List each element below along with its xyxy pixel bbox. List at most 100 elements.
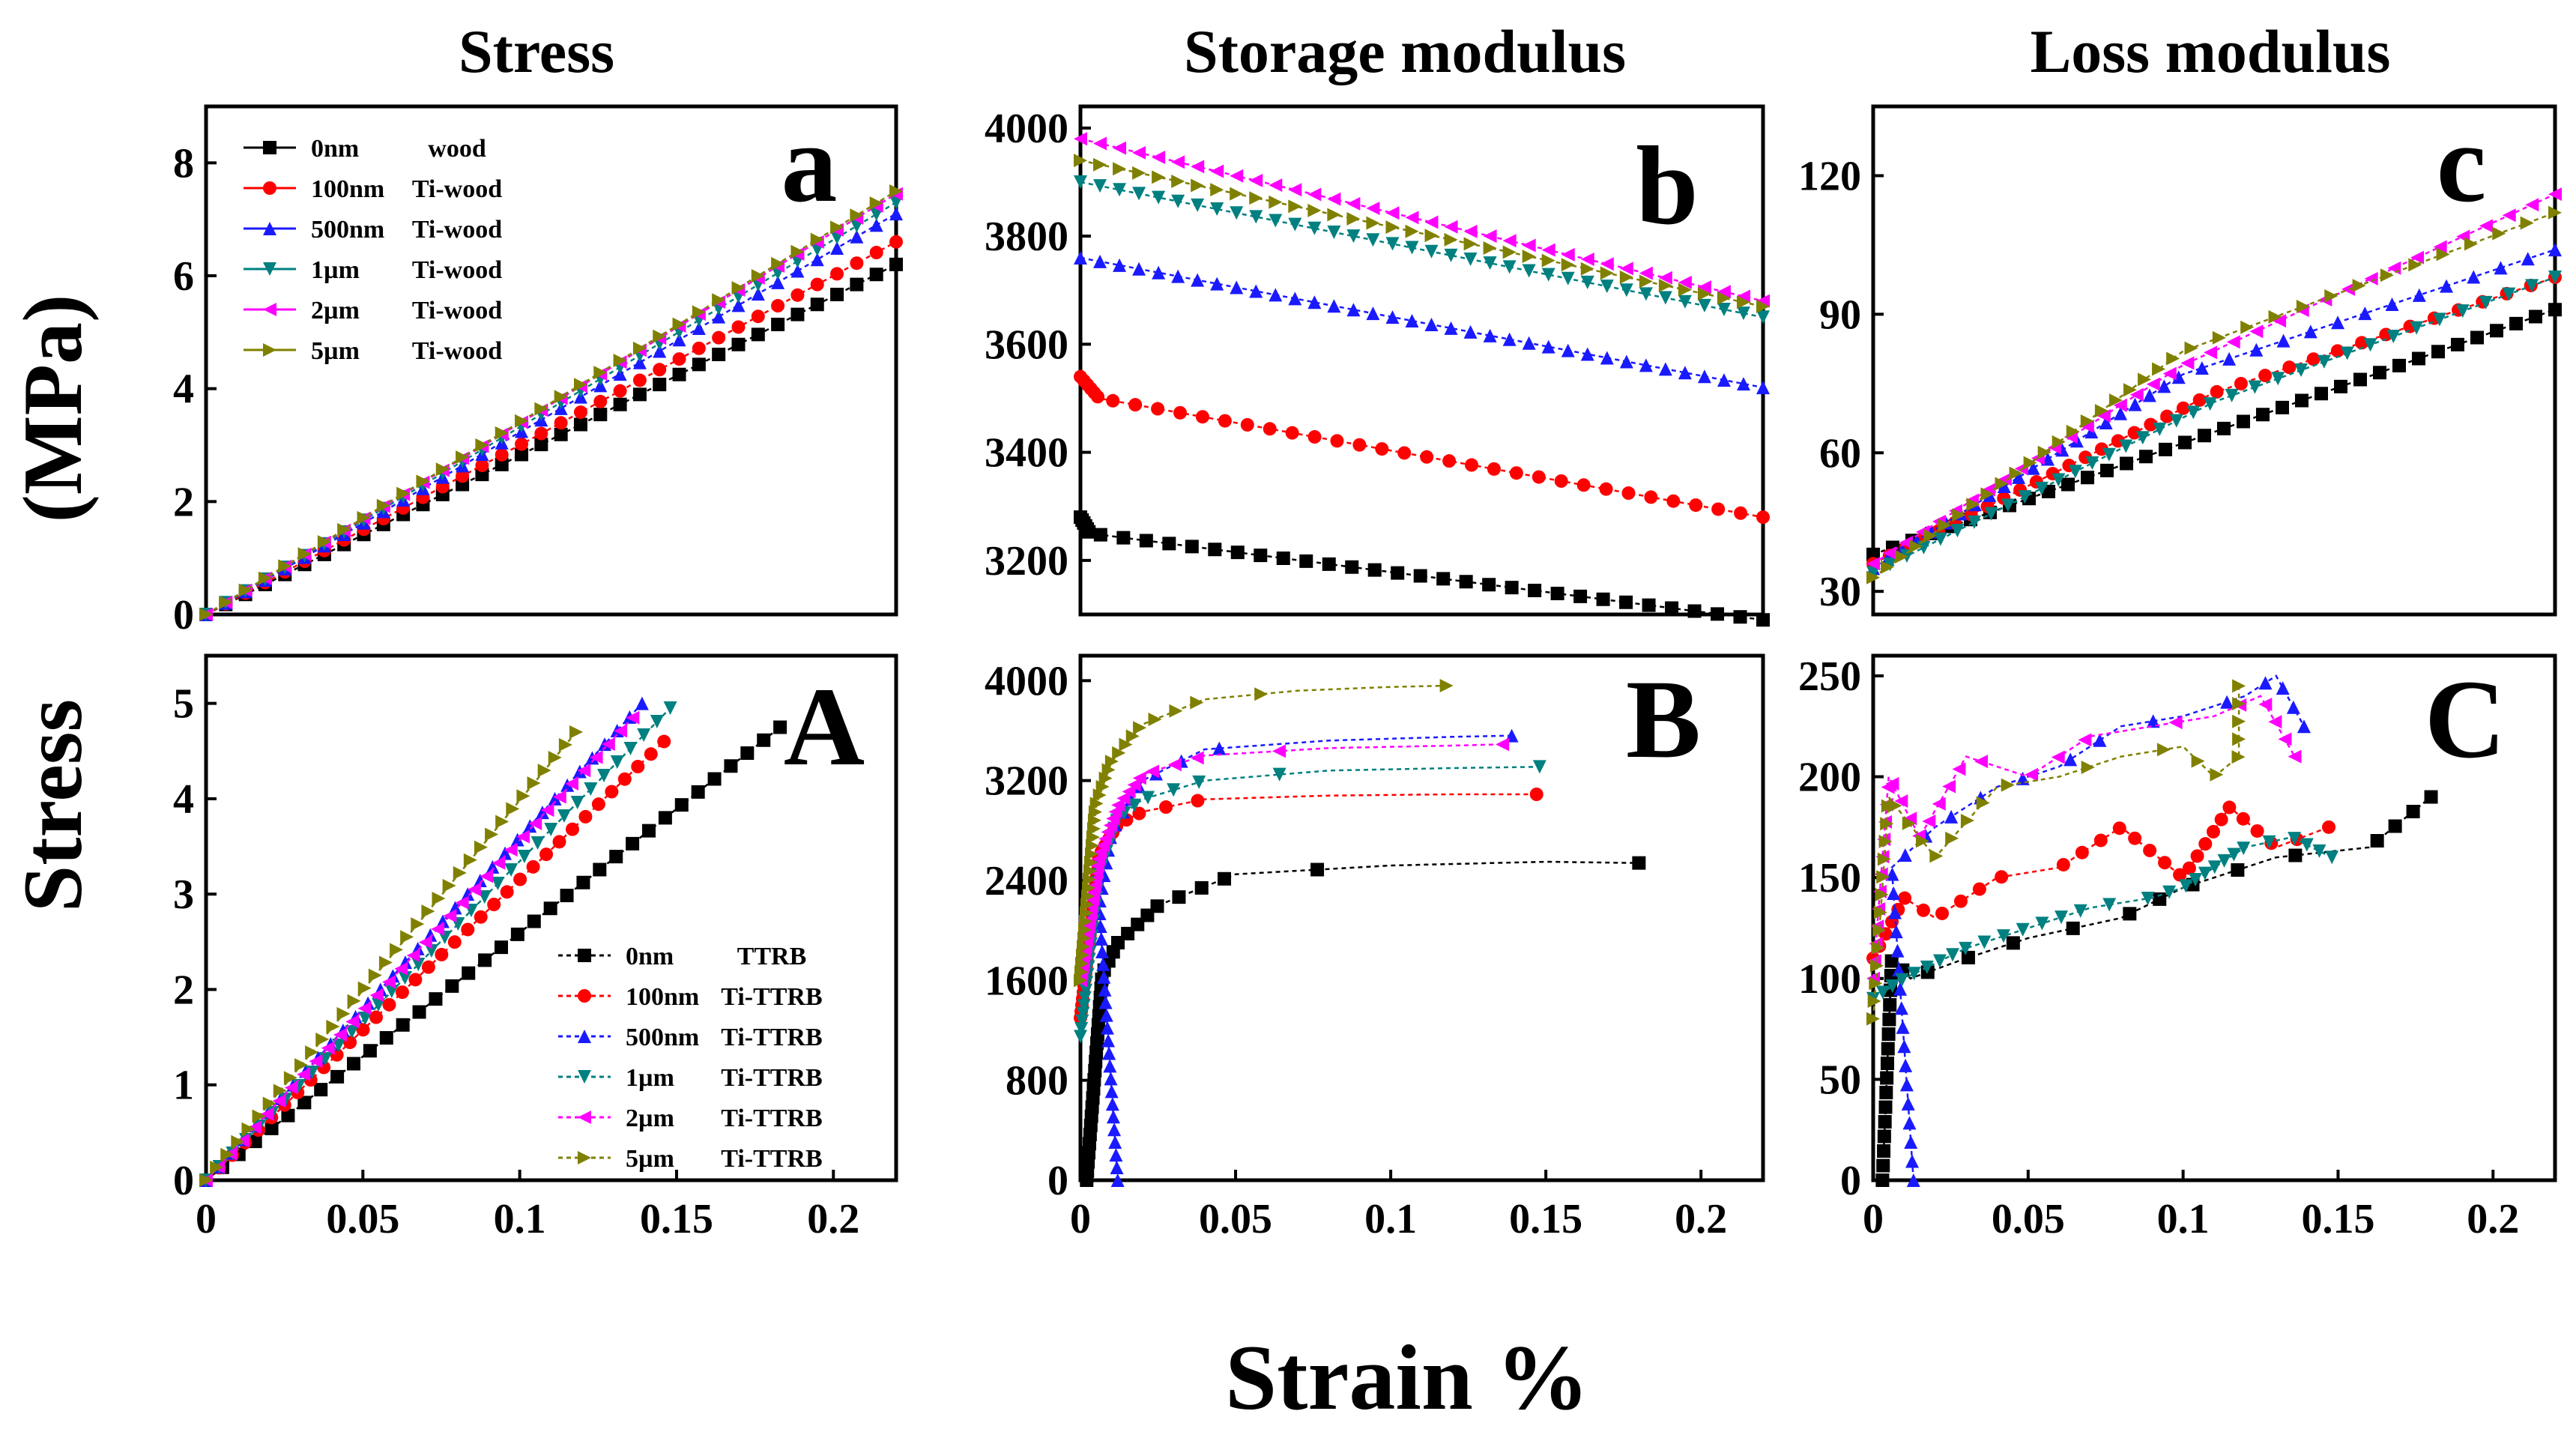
data-point: [712, 348, 726, 362]
data-point: [526, 860, 540, 874]
legend: 0nm wood 100nm Ti-wood 500nm Ti-wood 1µm Ti-woo…: [244, 135, 502, 365]
data-point: [2210, 767, 2224, 782]
data-point: [1632, 856, 1646, 870]
data-point: [552, 790, 566, 804]
data-point: [260, 1107, 274, 1121]
data-point: [1600, 280, 1614, 294]
data-point: [2288, 749, 2302, 764]
data-point: [658, 811, 672, 825]
data-point: [1436, 572, 1451, 586]
x-tick-label: 0.2: [2467, 1196, 2519, 1242]
series-0nm: [1080, 856, 1646, 1187]
data-point: [731, 337, 746, 351]
data-point: [1210, 202, 1224, 217]
data-point: [2037, 445, 2052, 459]
data-point: [724, 759, 738, 773]
data-point: [1094, 931, 1108, 946]
data-point: [2001, 498, 2015, 513]
data-point: [1307, 295, 1322, 309]
data-point: [1098, 995, 1113, 1009]
data-point: [448, 901, 462, 915]
data-point: [1554, 474, 1568, 488]
data-point: [1082, 525, 1096, 539]
data-point: [314, 1083, 328, 1097]
data-point: [241, 1122, 256, 1136]
data-point: [1877, 1144, 1891, 1158]
x-tick-label: 0.05: [1992, 1196, 2065, 1242]
data-point: [653, 344, 667, 358]
data-point: [2190, 849, 2204, 863]
data-point: [1960, 814, 1974, 828]
data-point: [1191, 178, 1205, 193]
data-point: [492, 856, 506, 870]
data-point: [1108, 1135, 1122, 1150]
data-point: [2364, 271, 2378, 286]
data-point: [252, 1109, 266, 1123]
data-point: [1093, 179, 1107, 193]
data-point: [1346, 212, 1361, 226]
data-point: [1463, 224, 1478, 238]
data-point: [219, 595, 233, 609]
data-point: [1272, 744, 1287, 758]
y-tick-label: 1600: [985, 958, 1068, 1004]
column-title-loss-modulus: Loss modulus: [2031, 17, 2391, 85]
data-point: [2232, 714, 2246, 728]
data-point: [1483, 241, 1497, 255]
data-point: [2081, 471, 2094, 485]
x-tick-label: 0.1: [2157, 1196, 2210, 1242]
legend-marker: [578, 1151, 591, 1164]
data-point: [692, 341, 706, 355]
data-point: [1687, 604, 1702, 618]
data-point: [1162, 537, 1176, 551]
data-point: [1502, 260, 1517, 274]
data-point: [1658, 279, 1672, 293]
data-point: [2258, 369, 2273, 383]
data-point: [1946, 948, 1960, 962]
data-point: [2249, 324, 2264, 339]
data-point: [2204, 345, 2218, 360]
data-point: [2094, 404, 2108, 418]
data-point: [565, 776, 579, 791]
data-point: [1113, 141, 1127, 155]
x-tick-label: 0.15: [1509, 1196, 1582, 1242]
data-point: [2080, 420, 2094, 434]
data-point: [1151, 402, 1165, 416]
data-point: [2324, 289, 2338, 303]
series-1m: [1074, 175, 1770, 324]
legend-entry: 2µm Ti-wood: [244, 297, 502, 324]
series-0nm: [1074, 510, 1770, 627]
data-point: [558, 737, 572, 752]
data-point: [1459, 575, 1473, 589]
data-point: [1254, 687, 1269, 701]
data-point: [1079, 983, 1093, 997]
legend-material-label: Ti-TTRB: [721, 983, 822, 1011]
data-point: [1959, 941, 1973, 955]
data-point: [463, 853, 477, 867]
data-point: [1580, 347, 1594, 361]
y-tick-label: 100: [1798, 956, 1861, 1003]
data-point: [731, 320, 746, 334]
data-point: [2341, 282, 2356, 296]
data-point: [1872, 923, 1887, 937]
data-point: [1288, 217, 1302, 232]
data-point: [1883, 558, 1897, 572]
series-5m: [1866, 205, 2562, 584]
data-point: [2412, 351, 2425, 366]
data-point: [1689, 498, 1703, 513]
data-point: [1128, 798, 1142, 812]
data-point: [478, 953, 492, 967]
data-point: [632, 341, 647, 355]
data-point: [584, 782, 598, 796]
data-point: [1933, 532, 1947, 546]
data-point: [357, 510, 371, 525]
data-point: [2153, 892, 2167, 906]
data-point: [262, 1096, 276, 1111]
data-point: [2093, 833, 2108, 848]
data-point: [1756, 294, 1770, 308]
data-point: [1528, 584, 1542, 598]
series-line: [205, 726, 781, 1181]
data-point: [1230, 169, 1244, 183]
data-point: [305, 1045, 319, 1060]
data-point: [1420, 450, 1434, 464]
